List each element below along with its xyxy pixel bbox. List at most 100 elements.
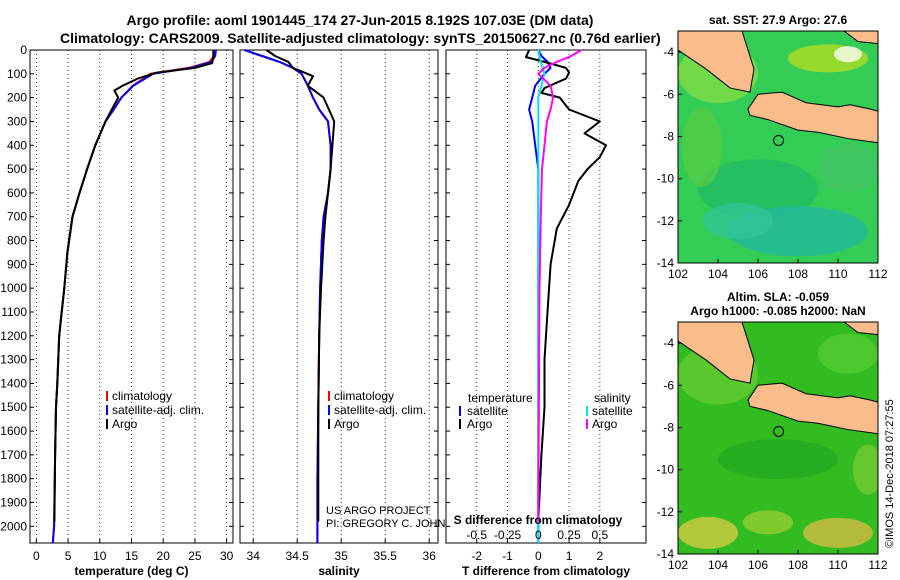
x-tick-label: 34 xyxy=(247,549,261,563)
y-tick-label: 400 xyxy=(7,138,27,152)
map-x-tick-label: 112 xyxy=(868,267,887,281)
legend-label: satellite xyxy=(592,404,633,418)
footer-credit: ©IMOS 14-Dec-2018 07:27:55 xyxy=(884,399,896,548)
sea-field-patch xyxy=(678,516,738,549)
y-tick-label: 1300 xyxy=(0,353,27,367)
header-title-line1: Argo profile: aoml 1901445_174 27-Jun-20… xyxy=(126,12,594,28)
map-x-tick-label: 104 xyxy=(708,267,728,281)
y-tick-label: 1400 xyxy=(0,376,27,390)
x-tick-label-top: -0.5 xyxy=(466,528,487,542)
map-x-tick-label: 110 xyxy=(828,267,847,281)
sea-field-patch xyxy=(682,107,722,187)
x-tick-label-top: 0.5 xyxy=(592,528,609,542)
x-tick-label: -2 xyxy=(471,549,482,563)
legend-label: temperature xyxy=(468,391,533,405)
y-tick-label: 1800 xyxy=(0,472,27,486)
x-axis-label: T difference from climatology xyxy=(462,564,630,578)
x-tick-label: 30 xyxy=(220,549,234,563)
map-x-tick-label: 106 xyxy=(748,267,768,281)
map-body xyxy=(678,322,878,554)
y-tick-label: 300 xyxy=(7,114,27,128)
map-y-tick-label: -10 xyxy=(657,463,675,477)
map-y-tick-label: -14 xyxy=(657,256,675,270)
sea-field-patch xyxy=(834,46,862,63)
x-tick-label: 2 xyxy=(597,549,604,563)
legend-label: satellite-adj. clim. xyxy=(112,403,204,417)
header-title-line2: Climatology: CARS2009. Satellite-adjuste… xyxy=(60,30,661,46)
x-tick-label: 34.5 xyxy=(286,549,310,563)
map-frame xyxy=(677,321,879,555)
float-position-marker xyxy=(773,135,785,147)
map-y-tick-label: -8 xyxy=(663,129,674,143)
y-tick-label: 200 xyxy=(7,91,27,105)
y-tick-label: 1600 xyxy=(0,424,27,438)
y-tick-label: 0 xyxy=(20,43,27,57)
map-y-tick-label: -4 xyxy=(663,45,674,59)
y-tick-label: 700 xyxy=(7,210,27,224)
x-tick-label: 5 xyxy=(65,549,72,563)
x-tick-label: 35.5 xyxy=(374,549,398,563)
map-y-tick-label: -12 xyxy=(657,214,675,228)
x-axis-label: temperature (deg C) xyxy=(74,564,188,578)
y-tick-label: 1900 xyxy=(0,496,27,510)
land-borneo xyxy=(774,322,878,336)
map-y-tick-label: -14 xyxy=(657,547,675,561)
difference-panel: -2 -1 0 1 2T difference from climatology S di… xyxy=(445,49,647,578)
y-tick-label: 1500 xyxy=(0,400,27,414)
sea-field-patch xyxy=(818,333,878,374)
map-x-tick-label: 106 xyxy=(748,558,768,572)
map-body xyxy=(678,31,878,263)
y-tick-label: 1200 xyxy=(0,329,27,343)
credit-annotation: US ARGO PROJECT xyxy=(326,505,431,517)
x-axis-label-top: S difference from climatology xyxy=(454,513,623,527)
y-tick-label: 2000 xyxy=(0,519,27,533)
legend-label: Argo xyxy=(334,417,360,431)
map-x-tick-label: 104 xyxy=(708,558,728,572)
sea-field-patch xyxy=(818,143,878,194)
sea-field-patch xyxy=(703,202,773,239)
temperature-panel: 0 5 10 15 20 25 30 temperature (deg C) 0 100 200 30… xyxy=(0,43,233,578)
map-title: sat. SST: 27.9 Argo: 27.6 xyxy=(709,13,848,27)
x-tick-label-top: -0.25 xyxy=(494,528,522,542)
map-x-tick-label: 108 xyxy=(788,558,808,572)
x-tick-label: 35 xyxy=(335,549,349,563)
legend-label: climatology xyxy=(112,389,172,403)
series-line xyxy=(537,49,582,522)
y-tick-label: 1000 xyxy=(0,281,27,295)
y-tick-label: 500 xyxy=(7,162,27,176)
map-x-tick-label: 108 xyxy=(788,267,808,281)
sst-map-panel: sat. SST: 27.9 Argo: 27.6 102 104 106 108 110… xyxy=(657,13,888,281)
x-tick-label-top: 0 xyxy=(535,528,542,542)
x-tick-label: 10 xyxy=(93,549,107,563)
legend-label: Argo xyxy=(112,417,138,431)
x-tick-label-top: 0.25 xyxy=(557,528,581,542)
sea-field-patch xyxy=(718,439,838,480)
legend-label: satellite-adj. clim. xyxy=(334,403,426,417)
plot-frame xyxy=(29,49,234,544)
map-frame xyxy=(677,30,879,264)
x-tick-label: 15 xyxy=(125,549,139,563)
map-x-tick-label: 110 xyxy=(828,558,847,572)
x-tick-label: 1 xyxy=(566,549,573,563)
plot-frame xyxy=(239,49,439,544)
x-tick-label: 36 xyxy=(423,549,437,563)
y-tick-label: 1700 xyxy=(0,448,27,462)
legend-label: Argo xyxy=(467,417,493,431)
map-x-tick-label: 112 xyxy=(868,558,887,572)
map-x-tick-label: 102 xyxy=(668,558,688,572)
x-tick-label: 25 xyxy=(188,549,202,563)
y-tick-label: 900 xyxy=(7,257,27,271)
map-y-tick-label: -6 xyxy=(663,87,674,101)
credit-annotation: PI: GREGORY C. JOHNSON xyxy=(326,518,469,530)
map-title: Argo h1000: -0.085 h2000: NaN xyxy=(690,304,865,318)
map-y-tick-label: -10 xyxy=(657,172,675,186)
sea-field-patch xyxy=(853,444,878,495)
map-y-tick-label: -4 xyxy=(663,336,674,350)
land-java xyxy=(747,91,878,144)
salinity-panel: 34 34.5 35 35.5 36 salinity climatologysatelli… xyxy=(239,49,469,578)
map-y-tick-label: -8 xyxy=(663,420,674,434)
legend-label: climatology xyxy=(334,389,394,403)
land-sumatra xyxy=(678,31,755,93)
